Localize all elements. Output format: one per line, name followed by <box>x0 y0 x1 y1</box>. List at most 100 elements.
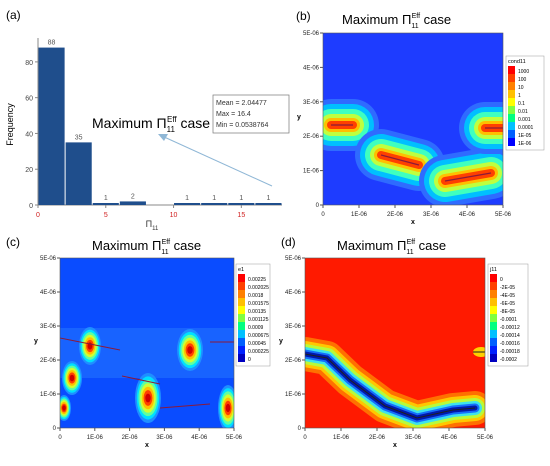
plot-frame <box>59 257 235 429</box>
y-tick-label: 80 <box>25 60 33 67</box>
x-tick-label: 0 <box>58 435 62 441</box>
bar-value-label: 35 <box>75 134 83 141</box>
x-tick-label: 10 <box>170 212 178 219</box>
y-tick-label: 60 <box>25 96 33 103</box>
x-tick-label: 3E-06 <box>156 435 173 441</box>
legend-swatch <box>508 98 515 106</box>
legend-swatch <box>238 298 245 306</box>
legend-swatch <box>490 298 497 306</box>
legend-value: -2E-05 <box>500 285 515 291</box>
y-axis-label: Frequency <box>5 103 15 146</box>
legend-swatch <box>238 290 245 298</box>
panel-c-label: (c) <box>6 235 20 249</box>
plot-title: Maximum Π11Eff case <box>337 238 446 256</box>
x-tick-label: 5E-06 <box>477 435 494 441</box>
j11-contour-plot: (d) Maximum Π11Eff case 0 1E-06 2E-06 3E-06 4E… <box>279 235 529 449</box>
legend-swatch <box>508 66 515 74</box>
legend-value: 0 <box>500 277 503 283</box>
x-axis-label: x <box>411 219 415 226</box>
y-tick-label: 5E-06 <box>40 256 57 262</box>
x-tick-label: 0 <box>321 212 325 218</box>
legend-swatch <box>238 338 245 346</box>
bar-value-label: 1 <box>212 195 216 202</box>
contour-spot <box>69 374 75 382</box>
x-tick-label: 3E-06 <box>405 435 422 441</box>
x-tick-label: 1E-06 <box>351 212 368 218</box>
y-axis-label: y <box>279 338 283 345</box>
x-tick-label: 4E-06 <box>459 212 476 218</box>
legend-value: 0.0018 <box>248 293 264 299</box>
y-tick-label: 20 <box>25 167 33 174</box>
panel-a: 88 35 1 2 1 1 1 1 0 20 40 60 80 0 5 10 15 Frequency Π11 Max… <box>0 0 290 232</box>
plot-title: Maximum Π11Eff case <box>342 12 451 30</box>
legend-value: 0.00135 <box>248 309 266 315</box>
legend-value: 0.000675 <box>248 333 269 339</box>
legend-value: -0.0002 <box>500 357 517 363</box>
legend-swatch <box>490 314 497 322</box>
histogram-bar <box>174 203 201 205</box>
legend-value: 0 <box>248 357 251 363</box>
legend-value: 10 <box>518 85 524 91</box>
legend-value: -0.00016 <box>500 341 520 347</box>
annotation-text: Maximum Π11Eff case <box>92 115 210 134</box>
x-tick-label: 5 <box>104 212 108 219</box>
stats-min: Min = 0.0538764 <box>216 122 268 129</box>
histogram-bar <box>65 142 92 205</box>
contour-spot <box>62 405 66 411</box>
x-tick-label: 1E-06 <box>87 435 104 441</box>
x-axis-label: x <box>145 442 149 449</box>
legend-value: 0.1 <box>518 101 525 107</box>
legend-value: 0.001 <box>518 117 531 123</box>
plot-frame <box>304 257 486 429</box>
bar-value-label: 2 <box>131 193 135 200</box>
plot-title: Maximum Π11Eff case <box>92 238 201 256</box>
legend-value: 0.001125 <box>248 317 269 323</box>
contour-spot <box>225 403 231 413</box>
panel-c: (c) Maximum Π11Eff case 0 1E-06 2E-06 3E-06 4E… <box>0 230 275 461</box>
panel-b-label: (b) <box>296 9 311 23</box>
x-tick-label: 2E-06 <box>122 435 139 441</box>
legend-value: -0.00014 <box>500 333 520 339</box>
bar-value-label: 1 <box>266 195 270 202</box>
bar-value-label: 1 <box>104 195 108 202</box>
legend-swatch <box>490 346 497 354</box>
inclusion-line <box>380 154 420 166</box>
inclusion-line <box>159 403 211 409</box>
field-d <box>305 258 485 428</box>
x-tick-label: 2E-06 <box>387 212 404 218</box>
legend-swatch <box>238 306 245 314</box>
legend-value: 0.00045 <box>248 341 266 347</box>
legend-value: 1000 <box>518 69 529 75</box>
plot-frame <box>322 32 504 206</box>
y-tick-label: 5E-06 <box>303 31 320 37</box>
legend-swatch <box>490 306 497 314</box>
legend-value: -4E-05 <box>500 293 515 299</box>
y-tick-label: 0 <box>298 426 302 432</box>
legend-swatch <box>238 354 245 362</box>
legend-title: j11 <box>489 267 497 273</box>
contour-spot <box>145 393 151 403</box>
e1-contour-plot: (c) Maximum Π11Eff case 0 1E-06 2E-06 3E-06 4E… <box>6 235 271 449</box>
x-tick-label: 0 <box>303 435 307 441</box>
legend-swatch <box>508 90 515 98</box>
y-tick-label: 0 <box>29 203 33 210</box>
panel-b: (b) Maximum Π11Eff case 0 1E-06 2E-06 3E-06 4E… <box>290 0 550 230</box>
arrow-head <box>158 134 168 141</box>
histogram-bar <box>119 201 146 205</box>
legend-value: 1E-05 <box>518 133 532 139</box>
y-tick-label: 1E-06 <box>285 392 302 398</box>
legend-value: -6E-05 <box>500 301 515 307</box>
legend-value: 0.001575 <box>248 301 269 307</box>
legend-value: -0.0001 <box>500 317 517 323</box>
annotation-arrow <box>161 135 273 187</box>
histogram-bar <box>92 203 119 205</box>
legend-value: -0.00018 <box>500 349 520 355</box>
legend-swatch <box>490 290 497 298</box>
y-tick-label: 40 <box>25 131 33 138</box>
legend-value: 0.000225 <box>248 349 269 355</box>
x-tick-label: 1E-06 <box>333 435 350 441</box>
legend-value: 0.0001 <box>518 125 534 131</box>
y-tick-label: 2E-06 <box>40 358 57 364</box>
legend-value: 1E-06 <box>518 141 532 147</box>
